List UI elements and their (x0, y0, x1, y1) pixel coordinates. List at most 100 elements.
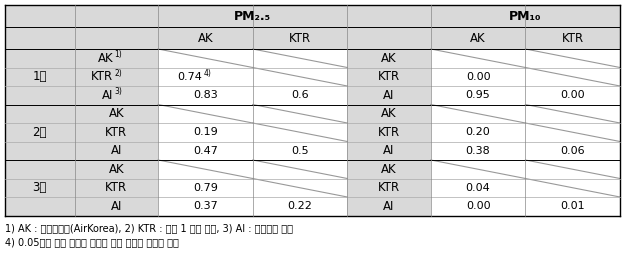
Bar (348, 123, 431, 141)
Bar (348, 197, 431, 215)
Text: 0.00: 0.00 (466, 72, 491, 82)
Bar (74, 105, 158, 123)
Bar (5, 141, 74, 160)
Bar (526, 27, 620, 49)
Bar (348, 68, 431, 86)
Bar (348, 86, 431, 105)
Bar (526, 141, 620, 160)
Bar (74, 141, 158, 160)
Bar (431, 141, 526, 160)
Bar (348, 49, 431, 68)
Bar (431, 5, 526, 27)
Text: 3): 3) (114, 87, 122, 97)
Bar (526, 5, 620, 27)
Text: 0.5: 0.5 (291, 146, 309, 156)
Bar (253, 179, 348, 197)
Bar (74, 86, 158, 105)
Bar (5, 160, 74, 215)
Bar (158, 68, 252, 86)
Bar (348, 105, 431, 123)
Bar (526, 86, 620, 105)
Text: 0.22: 0.22 (288, 201, 312, 211)
Bar (348, 179, 431, 197)
Text: 0.00: 0.00 (561, 90, 585, 100)
Bar (74, 86, 158, 105)
Bar (5, 105, 74, 160)
Text: AK: AK (381, 107, 397, 120)
Text: AK: AK (381, 163, 397, 176)
Bar (158, 49, 252, 68)
Bar (431, 68, 526, 86)
Bar (253, 141, 348, 160)
Text: AI: AI (383, 144, 395, 157)
Text: 0.95: 0.95 (466, 90, 491, 100)
Text: KTR: KTR (105, 126, 127, 139)
Text: 0.83: 0.83 (193, 90, 218, 100)
Bar (431, 123, 526, 141)
Bar (253, 27, 348, 49)
Bar (74, 179, 158, 197)
Text: KTR: KTR (562, 32, 584, 44)
Text: KTR: KTR (91, 70, 113, 83)
Bar (348, 123, 431, 141)
Text: 1월: 1월 (32, 70, 47, 83)
Bar (526, 179, 620, 197)
Bar (431, 27, 526, 49)
Bar (158, 27, 252, 49)
Bar (5, 68, 74, 86)
Bar (253, 5, 348, 27)
Text: 1) AK : 국가측정망(AirKorea), 2) KTR : 협동 1 설치 센서, 3) AI : 고해상도 예측: 1) AK : 국가측정망(AirKorea), 2) KTR : 협동 1 설… (5, 223, 293, 234)
Bar (526, 123, 620, 141)
Bar (5, 105, 74, 123)
Bar (158, 5, 252, 27)
Bar (5, 123, 74, 141)
Bar (253, 105, 348, 123)
Bar (158, 141, 252, 160)
Text: AK: AK (198, 32, 213, 44)
Bar (74, 68, 158, 86)
Bar (5, 5, 74, 49)
Bar (348, 197, 431, 215)
Text: 0.19: 0.19 (193, 127, 218, 137)
Bar (348, 141, 431, 160)
Bar (74, 123, 158, 141)
Text: PM₂.₅: PM₂.₅ (234, 9, 271, 23)
Bar (253, 197, 348, 215)
Bar (348, 105, 431, 123)
Bar (348, 141, 431, 160)
Bar (74, 105, 158, 123)
Text: 0.20: 0.20 (466, 127, 491, 137)
Bar (5, 49, 74, 68)
Bar (526, 68, 620, 86)
Bar (253, 68, 348, 86)
Bar (5, 86, 74, 105)
Text: AI: AI (102, 89, 113, 102)
Bar (348, 160, 431, 179)
Bar (253, 49, 348, 68)
Text: 2): 2) (114, 69, 122, 78)
Text: AI: AI (383, 200, 395, 213)
Bar (431, 160, 526, 179)
Bar (158, 123, 252, 141)
Text: KTR: KTR (105, 181, 127, 194)
Bar (158, 105, 252, 123)
Text: AI: AI (111, 200, 122, 213)
Bar (74, 68, 158, 86)
Bar (348, 49, 431, 68)
Bar (348, 68, 431, 86)
Bar (431, 179, 526, 197)
Bar (5, 197, 74, 215)
Text: AK: AK (109, 107, 124, 120)
Bar (348, 86, 431, 105)
Bar (74, 123, 158, 141)
Bar (348, 5, 431, 49)
Text: 2월: 2월 (32, 126, 47, 139)
Bar (74, 197, 158, 215)
Bar (526, 49, 620, 68)
Bar (253, 86, 348, 105)
Bar (253, 160, 348, 179)
Text: 0.37: 0.37 (193, 201, 218, 211)
Bar (348, 160, 431, 179)
Bar (253, 123, 348, 141)
Bar (158, 86, 252, 105)
